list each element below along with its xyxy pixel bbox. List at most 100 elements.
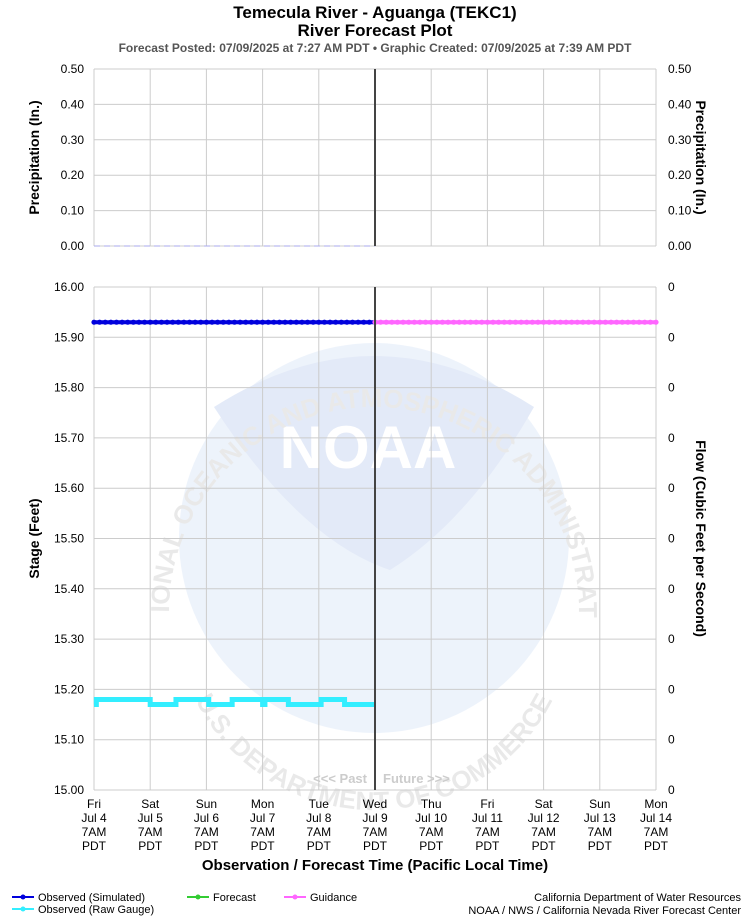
legend-label: Guidance: [310, 892, 357, 904]
past-label: <<< Past: [313, 771, 368, 786]
series-guidance-point: [422, 319, 429, 325]
series-guidance-point: [417, 319, 423, 325]
series-observed-simulated-point: [327, 319, 333, 325]
series-guidance-point: [490, 319, 496, 325]
series-guidance-point: [552, 319, 558, 325]
series-observed-simulated-point: [170, 319, 176, 325]
series-guidance-point: [647, 319, 653, 325]
y-tick-label-right: 0: [668, 682, 675, 696]
y-tick-label-right: 0: [668, 280, 675, 294]
x-tick-label: Fri Jul 11 7AM PDT: [472, 797, 503, 853]
series-observed-simulated-point: [215, 319, 221, 325]
x-tick-line: Fri: [480, 797, 494, 811]
series-guidance-point: [653, 319, 659, 325]
x-tick-line: 7AM: [138, 825, 163, 839]
x-tick-line: Jul 9: [362, 811, 388, 825]
credit-agency: California Department of Water Resources: [534, 892, 741, 904]
legend-item-guidance: Guidance: [284, 892, 357, 904]
x-tick-label: Fri Jul 4 7AM PDT: [81, 797, 107, 853]
legend: Observed (Simulated) Observed (Raw Gauge…: [12, 892, 357, 916]
x-tick-line: Sun: [589, 797, 610, 811]
series-observed-simulated-point: [316, 319, 322, 325]
series-observed-simulated-point: [153, 319, 159, 325]
series-observed-simulated-point: [108, 319, 114, 325]
x-tick-line: Sun: [196, 797, 217, 811]
series-observed-simulated-point: [254, 319, 260, 325]
legend-label: Observed (Simulated): [38, 892, 145, 904]
y-tick-label-right: 0: [668, 431, 675, 445]
x-tick-line: Fri: [87, 797, 101, 811]
series-guidance-point: [428, 319, 434, 325]
x-tick-line: Jul 10: [415, 811, 447, 825]
series-guidance-point: [591, 319, 597, 325]
series-observed-simulated-point: [97, 319, 103, 325]
x-tick-line: Jul 13: [584, 811, 616, 825]
series-observed-simulated-point: [113, 319, 120, 325]
y-tick-label-right: 0.00: [668, 239, 692, 253]
series-observed-simulated-point: [321, 319, 328, 325]
series-observed-simulated-point: [248, 319, 254, 325]
y-tick-label-right: 0: [668, 330, 675, 344]
x-tick-line: Jul 12: [528, 811, 560, 825]
x-tick-line: PDT: [251, 839, 276, 853]
series-observed-simulated-point: [344, 319, 350, 325]
series-guidance-point: [546, 319, 552, 325]
x-tick-line: 7AM: [587, 825, 612, 839]
series-observed-simulated-point: [237, 319, 243, 325]
chart-subtitle-title: River Forecast Plot: [298, 21, 453, 40]
x-tick-label: Mon Jul 14 7AM PDT: [640, 797, 672, 853]
y-tick-label-right: 0: [668, 381, 675, 395]
x-tick-line: Jul 6: [194, 811, 220, 825]
chart-posted-info: Forecast Posted: 07/09/2025 at 7:27 AM P…: [119, 41, 633, 55]
series-observed-simulated-point: [293, 319, 299, 325]
y-tick-label-right: 0.40: [668, 97, 692, 111]
series-guidance-point: [473, 319, 479, 325]
series-observed-simulated-point: [355, 319, 361, 325]
y-tick-label-right: 0: [668, 783, 675, 797]
x-tick-line: PDT: [363, 839, 388, 853]
legend-label: Forecast: [213, 892, 256, 904]
series-observed-simulated-point: [192, 319, 198, 325]
y-tick-label-left: 15.50: [54, 532, 84, 546]
series-observed-simulated-point: [136, 319, 142, 325]
series-guidance-point: [557, 319, 564, 325]
series-guidance-point: [608, 319, 614, 325]
x-tick-line: PDT: [644, 839, 669, 853]
x-tick-line: Jul 8: [306, 811, 332, 825]
x-tick-line: PDT: [475, 839, 500, 853]
legend-item-forecast: Forecast: [187, 892, 256, 904]
y-tick-label-right: 0: [668, 632, 675, 646]
x-tick-line: 7AM: [306, 825, 331, 839]
x-tick-line: 7AM: [250, 825, 275, 839]
x-tick-label: Tue Jul 8 7AM PDT: [306, 797, 332, 853]
y-tick-label-right: 0.10: [668, 204, 692, 218]
series-guidance-point: [518, 319, 524, 325]
series-observed-simulated-point: [141, 319, 148, 325]
legend-item-observed-simulated: Observed (Simulated): [12, 892, 145, 904]
series-guidance-point: [451, 319, 457, 325]
y-tick-label-left: 15.20: [54, 682, 84, 696]
x-tick-line: PDT: [194, 839, 219, 853]
precipitation-panel: 0.00 0.00 0.10 0.10 0.20 0.20 0.30 0.30 0.40 0.40…: [26, 62, 709, 253]
y-tick-label-left: 15.60: [54, 481, 84, 495]
series-guidance-point: [507, 319, 513, 325]
series-observed-simulated-point: [333, 319, 339, 325]
series-guidance-point: [400, 319, 406, 325]
series-guidance-point: [625, 319, 631, 325]
series-guidance-point: [383, 319, 389, 325]
x-tick-line: 7AM: [419, 825, 444, 839]
series-guidance-point: [389, 319, 395, 325]
series-observed-simulated-point: [304, 319, 311, 325]
legend-swatch-dot: [20, 894, 26, 900]
y-tick-label-left: 15.70: [54, 431, 84, 445]
x-tick-line: Jul 4: [81, 811, 107, 825]
series-observed-simulated-point: [91, 319, 97, 325]
y-tick-label-right: 0.50: [668, 62, 692, 76]
legend-swatch-dot: [20, 906, 26, 912]
series-guidance-point: [563, 319, 569, 325]
series-observed-simulated-point: [260, 319, 266, 325]
series-observed-simulated-point: [299, 319, 305, 325]
series-guidance-point: [630, 319, 637, 325]
series-guidance-point: [501, 319, 507, 325]
